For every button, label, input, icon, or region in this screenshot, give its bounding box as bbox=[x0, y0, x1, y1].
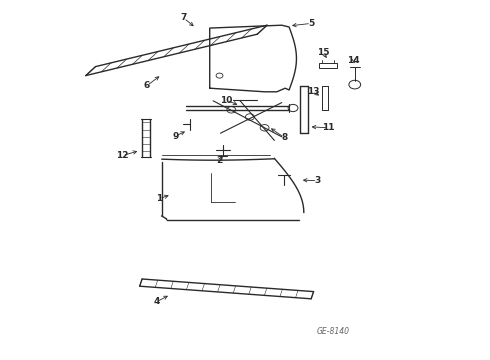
Text: 3: 3 bbox=[315, 176, 320, 185]
Text: 6: 6 bbox=[144, 81, 150, 90]
Text: 14: 14 bbox=[347, 55, 360, 65]
Text: 1: 1 bbox=[156, 194, 162, 203]
Text: 10: 10 bbox=[220, 95, 233, 104]
Text: 9: 9 bbox=[172, 132, 179, 140]
Text: 7: 7 bbox=[180, 13, 187, 22]
Text: 12: 12 bbox=[116, 151, 129, 160]
Bar bbox=[319, 63, 337, 68]
Text: 4: 4 bbox=[153, 297, 160, 306]
Text: 13: 13 bbox=[307, 87, 320, 96]
Text: 15: 15 bbox=[317, 49, 330, 57]
Text: 5: 5 bbox=[308, 19, 314, 28]
Text: 8: 8 bbox=[281, 133, 287, 142]
Circle shape bbox=[260, 125, 269, 131]
Text: 2: 2 bbox=[217, 156, 222, 165]
Circle shape bbox=[245, 114, 254, 120]
Text: GE-8140: GE-8140 bbox=[317, 327, 350, 336]
Circle shape bbox=[227, 107, 236, 113]
Text: 11: 11 bbox=[322, 123, 335, 132]
